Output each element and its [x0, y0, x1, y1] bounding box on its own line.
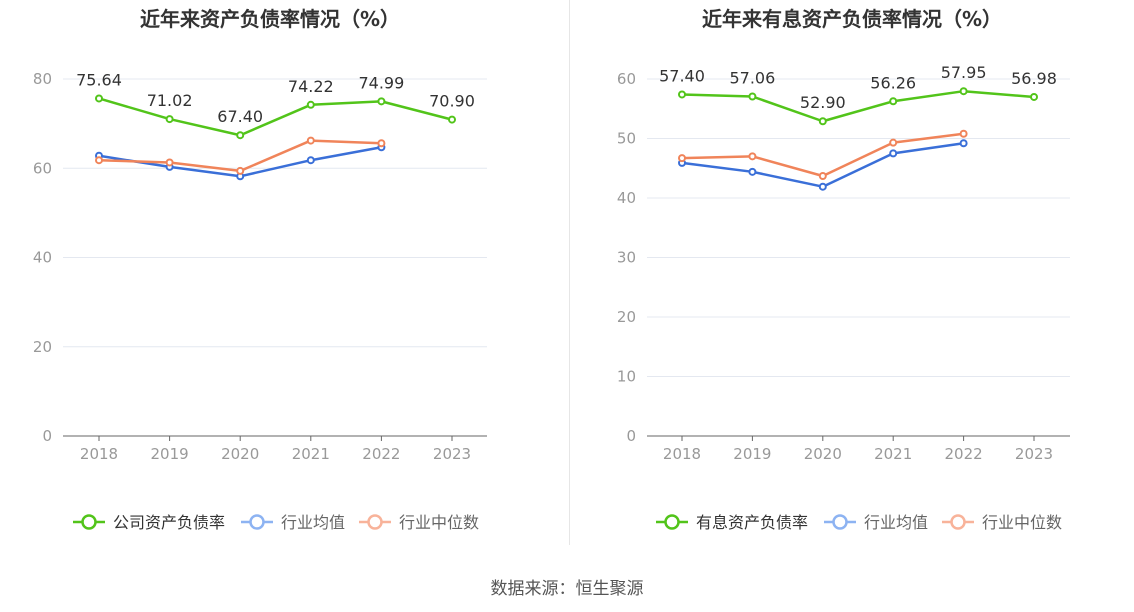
data-point-company — [165, 115, 174, 124]
legend-marker-company — [81, 514, 97, 530]
data-point-median — [165, 158, 174, 167]
data-point-avg — [889, 149, 898, 158]
interest-bearing-debt-ratio-chart: 近年来有息资产负债率情况（%） 0 10 20 30 40 50 60 2018 2019 2020… — [617, 7, 1070, 532]
y-tick-label: 20 — [617, 308, 636, 326]
data-label: 57.95 — [941, 63, 987, 82]
chart-title: 近年来资产负债率情况（%） — [140, 7, 400, 31]
data-point-median — [748, 152, 757, 161]
x-tick-label: 2022 — [362, 445, 400, 463]
legend-marker-avg — [832, 514, 848, 530]
y-tick-label: 50 — [617, 130, 636, 148]
data-label: 52.90 — [800, 93, 846, 112]
data-point-company — [959, 87, 968, 96]
chart-title: 近年来有息资产负债率情况（%） — [702, 7, 1002, 31]
legend-label-company: 公司资产负债率 — [113, 513, 225, 532]
legend-label-company: 有息资产负债率 — [696, 513, 808, 532]
legend-marker-avg — [249, 514, 265, 530]
data-point-company — [448, 115, 456, 124]
data-point-company — [95, 94, 103, 103]
data-label: 67.40 — [217, 107, 263, 126]
data-label: 57.40 — [659, 66, 705, 85]
data-point-median — [95, 156, 103, 165]
series-line-median — [681, 132, 964, 178]
data-point-company — [1030, 92, 1038, 101]
data-point-avg — [818, 182, 827, 191]
y-tick-label: 10 — [617, 368, 636, 386]
x-tick-label: 2023 — [433, 445, 471, 463]
x-tick-label: 2018 — [663, 445, 701, 463]
data-label: 75.64 — [76, 70, 122, 89]
x-tick-label: 2021 — [874, 445, 912, 463]
data-label: 56.26 — [870, 73, 916, 92]
y-tick-label: 60 — [617, 70, 636, 88]
data-point-median — [889, 138, 898, 147]
data-point-company — [748, 92, 757, 101]
y-tick-label: 40 — [617, 189, 636, 207]
chart-divider — [569, 0, 570, 545]
y-tick-label: 20 — [33, 338, 52, 356]
y-tick-label: 0 — [42, 427, 52, 445]
series-line-avg — [681, 142, 964, 188]
data-point-median — [236, 166, 245, 175]
x-tick-label: 2023 — [1015, 445, 1053, 463]
data-label: 74.99 — [358, 73, 404, 92]
data-point-median — [377, 139, 386, 148]
legend-label-median: 行业中位数 — [982, 513, 1062, 532]
data-label: 74.22 — [288, 77, 334, 96]
legend-label-avg: 行业均值 — [864, 513, 928, 532]
x-tick-label: 2020 — [221, 445, 259, 463]
legend-label-median: 行业中位数 — [399, 513, 479, 532]
data-source: 数据来源：恒生聚源 — [490, 579, 644, 599]
y-tick-label: 0 — [626, 427, 636, 445]
series-line-company — [681, 89, 1035, 123]
data-point-avg — [748, 167, 757, 176]
data-point-company — [678, 90, 686, 99]
data-label: 57.06 — [729, 68, 775, 87]
data-point-company — [889, 97, 898, 106]
data-point-company — [236, 131, 245, 140]
y-tick-label: 40 — [33, 249, 52, 267]
legend-marker-median — [950, 514, 966, 530]
x-tick-label: 2020 — [804, 445, 842, 463]
data-point-avg — [306, 156, 315, 165]
data-point-company — [818, 117, 827, 126]
data-point-avg — [959, 139, 968, 148]
y-tick-label: 80 — [33, 70, 52, 88]
data-point-median — [959, 129, 968, 138]
x-tick-label: 2022 — [945, 445, 983, 463]
data-point-company — [306, 100, 315, 109]
legend-label-avg: 行业均值 — [281, 513, 345, 532]
data-label: 71.02 — [147, 91, 193, 110]
data-point-company — [377, 97, 386, 106]
data-point-median — [678, 154, 686, 163]
x-tick-label: 2019 — [733, 445, 771, 463]
debt-ratio-chart: 近年来资产负债率情况（%） 0 20 40 60 80 2018 2019 2020 2021 20… — [33, 7, 487, 532]
x-tick-label: 2021 — [292, 445, 330, 463]
legend-marker-median — [367, 514, 383, 530]
data-label: 56.98 — [1011, 69, 1057, 88]
data-point-median — [306, 136, 315, 145]
y-tick-label: 60 — [33, 159, 52, 177]
x-tick-label: 2018 — [80, 445, 118, 463]
data-point-median — [818, 171, 827, 180]
data-label: 70.90 — [429, 92, 475, 111]
x-tick-label: 2019 — [151, 445, 189, 463]
series-line-company — [98, 97, 453, 137]
y-tick-label: 30 — [617, 249, 636, 267]
legend-marker-company — [664, 514, 680, 530]
